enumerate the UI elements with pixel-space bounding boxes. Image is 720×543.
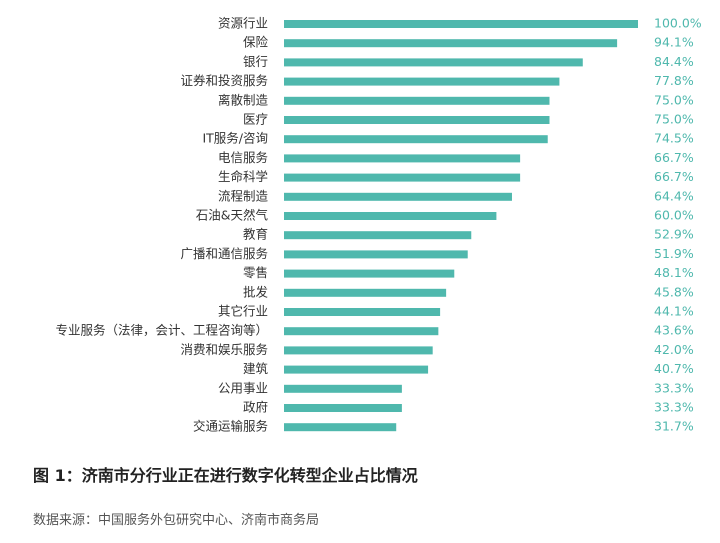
bar xyxy=(284,77,560,86)
value-label: 51.9% xyxy=(654,246,694,261)
category-label: 其它行业 xyxy=(218,304,268,319)
value-label: 43.6% xyxy=(654,323,694,338)
bar xyxy=(284,404,402,412)
category-label: 广播和通信服务 xyxy=(180,246,268,261)
category-label: 批发 xyxy=(243,284,269,299)
value-label: 60.0% xyxy=(654,208,694,223)
bar xyxy=(284,212,497,220)
value-label: 40.7% xyxy=(654,361,694,376)
category-label: 教育 xyxy=(243,227,268,242)
category-label: 专业服务（法律，会计、工程咨询等） xyxy=(55,323,268,338)
bar xyxy=(284,20,638,28)
figure-title: 图 1：济南市分行业正在进行数字化转型企业占比情况 xyxy=(33,466,418,485)
category-label: 离散制造 xyxy=(218,92,269,107)
bar xyxy=(284,423,397,432)
category-label: 生命科学 xyxy=(218,169,268,184)
category-label: 流程制造 xyxy=(218,188,269,203)
bar xyxy=(284,346,433,355)
category-label: 建筑 xyxy=(243,361,269,376)
category-label: 电信服务 xyxy=(218,150,268,165)
category-label: 消费和娱乐服务 xyxy=(180,342,268,357)
category-label: 交通运输服务 xyxy=(193,419,268,434)
bar xyxy=(284,192,512,201)
value-label: 74.5% xyxy=(654,131,694,146)
category-label: 医疗 xyxy=(243,112,268,127)
bar xyxy=(284,135,548,144)
bar xyxy=(284,288,447,297)
category-label: 证券和投资服务 xyxy=(180,73,268,88)
value-label: 33.3% xyxy=(654,400,694,415)
bar xyxy=(284,384,402,393)
bar xyxy=(284,327,439,336)
bar xyxy=(284,96,550,105)
category-label: 银行 xyxy=(243,54,268,69)
category-label: 资源行业 xyxy=(218,16,268,31)
category-label: IT服务/咨询 xyxy=(202,131,268,146)
value-label: 84.4% xyxy=(654,54,694,69)
bar xyxy=(284,173,521,182)
bar-chart: 资源行业 100.0% 保险 94.1% 银行 84.4% 证券和投资服务 77.8% 离散制造… xyxy=(55,16,702,434)
bar xyxy=(284,269,455,278)
value-label: 64.4% xyxy=(654,188,694,203)
value-label: 52.9% xyxy=(654,227,694,242)
category-label: 石油&天然气 xyxy=(196,208,269,223)
bar xyxy=(284,250,468,259)
value-label: 31.7% xyxy=(654,419,694,434)
value-label: 66.7% xyxy=(654,169,694,184)
value-label: 45.8% xyxy=(654,284,694,299)
category-label: 政府 xyxy=(243,400,268,415)
category-label: 保险 xyxy=(243,35,269,50)
value-label: 33.3% xyxy=(654,380,694,395)
bar xyxy=(284,231,472,240)
value-label: 44.1% xyxy=(654,304,694,319)
bar xyxy=(284,365,429,374)
value-label: 48.1% xyxy=(654,265,694,280)
category-label: 公用事业 xyxy=(218,380,268,395)
value-label: 42.0% xyxy=(654,342,694,357)
bar xyxy=(284,308,441,316)
figure-source: 数据来源：中国服务外包研究中心、济南市商务局 xyxy=(33,513,320,528)
bar xyxy=(284,58,583,67)
value-label: 66.7% xyxy=(654,150,694,165)
value-label: 75.0% xyxy=(654,92,694,107)
value-label: 77.8% xyxy=(654,73,694,88)
bar xyxy=(284,39,618,48)
value-label: 94.1% xyxy=(654,35,694,50)
value-label: 100.0% xyxy=(654,16,702,31)
category-label: 零售 xyxy=(243,265,268,280)
value-label: 75.0% xyxy=(654,112,694,127)
bar xyxy=(284,154,521,163)
bar xyxy=(284,116,550,124)
